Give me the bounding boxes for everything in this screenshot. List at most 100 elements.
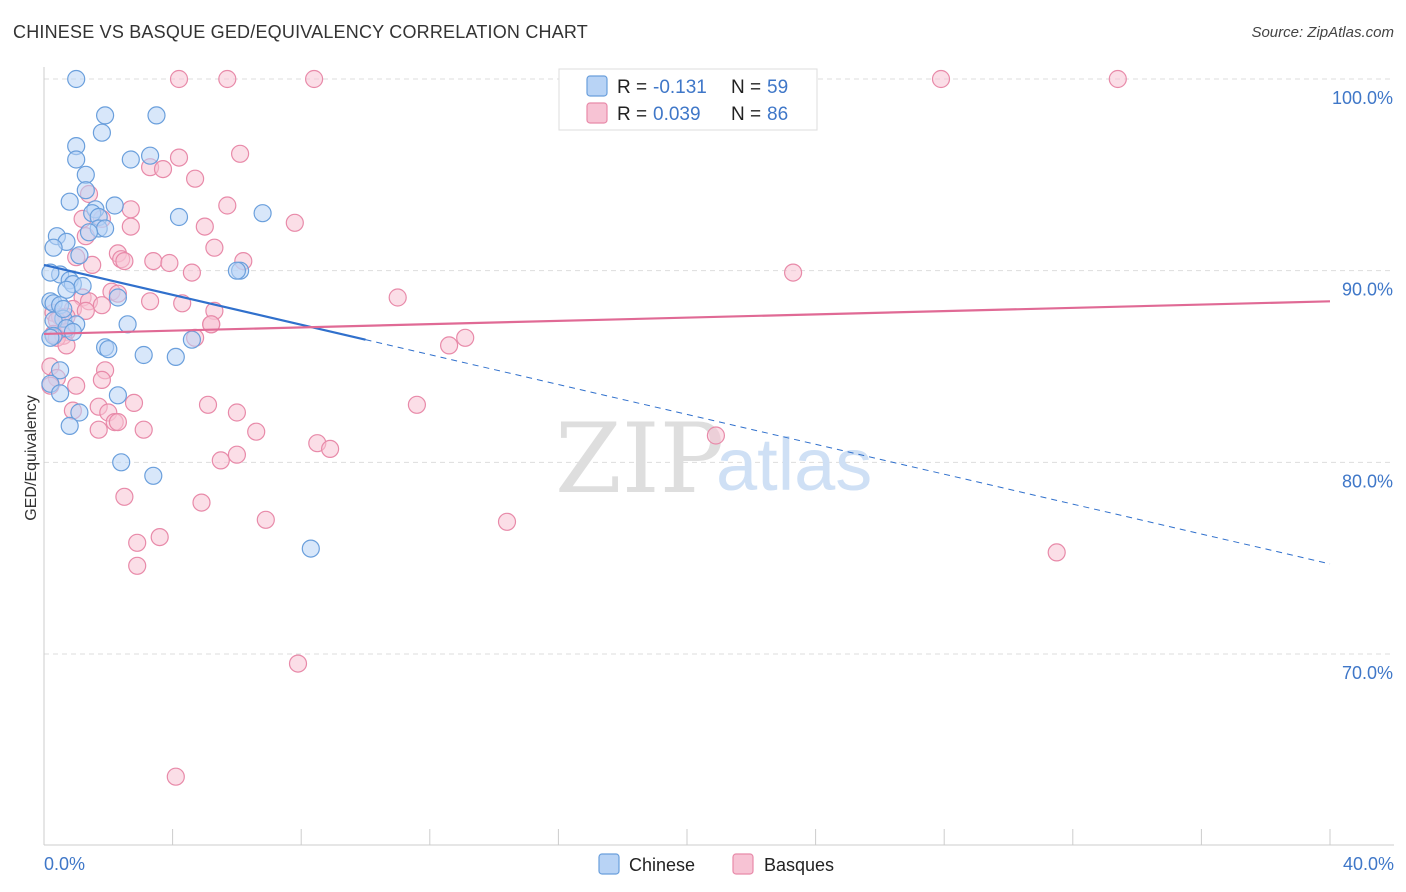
point-basques-9 — [186, 169, 205, 188]
point-basques-4 — [1108, 69, 1127, 89]
point-basques-81 — [497, 512, 517, 531]
point-chinese-2 — [147, 106, 166, 125]
point-basques-36 — [388, 288, 407, 307]
legend-bottom-swatch-chinese — [598, 853, 620, 875]
point-chinese-3 — [92, 123, 112, 142]
point-chinese-7 — [67, 150, 86, 169]
point-basques-86 — [288, 654, 308, 673]
y-tick-label-70: 70.0% — [1342, 663, 1393, 683]
series-chinese-points — [41, 69, 320, 558]
point-chinese-34 — [108, 288, 128, 307]
point-basques-82 — [150, 527, 169, 547]
point-chinese-55 — [112, 453, 131, 472]
point-basques-3 — [931, 69, 951, 89]
point-basques-17 — [195, 217, 214, 236]
gridlines — [44, 78, 1394, 655]
legend-n-value-chinese: 59 — [767, 77, 788, 98]
y-tick-label-90: 90.0% — [1342, 280, 1393, 300]
y-tick-label-100: 100.0% — [1332, 88, 1393, 108]
point-chinese-30 — [73, 276, 92, 296]
point-basques-27 — [83, 255, 102, 274]
point-basques-63 — [407, 395, 426, 414]
point-basques-71 — [134, 420, 153, 439]
point-chinese-56 — [144, 466, 163, 485]
trend-line-basques — [43, 300, 1331, 336]
point-basques-25 — [144, 252, 163, 271]
point-basques-67 — [227, 403, 246, 422]
point-chinese-39 — [118, 315, 137, 334]
point-basques-29 — [783, 263, 803, 282]
point-chinese-22 — [44, 238, 63, 257]
point-chinese-18 — [95, 219, 115, 238]
point-chinese-10 — [60, 192, 79, 211]
point-basques-8 — [153, 160, 173, 179]
legend-bottom-swatch-basques — [732, 853, 754, 875]
watermark-zip: ZIP — [555, 403, 724, 515]
point-basques-19 — [205, 238, 224, 257]
point-basques-54 — [456, 328, 475, 347]
point-chinese-53 — [70, 403, 89, 422]
point-basques-1 — [218, 69, 237, 89]
point-basques-34 — [141, 292, 160, 311]
point-chinese-1 — [95, 106, 115, 125]
point-basques-72 — [247, 422, 266, 441]
legend-r-value-basques: 0.039 — [653, 104, 701, 125]
point-basques-80 — [256, 510, 275, 529]
point-basques-79 — [192, 493, 211, 512]
point-chinese-31 — [57, 280, 76, 299]
point-basques-77 — [211, 451, 230, 470]
point-chinese-48 — [182, 330, 201, 349]
point-basques-53 — [440, 336, 459, 355]
legend-r-label-chinese: R = — [617, 77, 647, 98]
point-chinese-45 — [99, 340, 118, 359]
series-legend: Chinese Basques — [598, 853, 834, 875]
point-chinese-57 — [301, 539, 320, 558]
trend-line-chinese-extrapolated — [365, 339, 1331, 565]
point-chinese-0 — [67, 69, 86, 89]
point-chinese-58 — [54, 299, 73, 319]
chart-title: CHINESE VS BASQUE GED/EQUIVALENCY CORREL… — [13, 22, 588, 42]
point-basques-70 — [89, 420, 108, 439]
point-chinese-23 — [70, 246, 89, 265]
point-chinese-19 — [79, 223, 99, 242]
watermark-atlas: atlas — [716, 423, 872, 506]
point-basques-12 — [121, 200, 140, 219]
point-chinese-6 — [121, 150, 140, 169]
point-chinese-43 — [41, 328, 60, 347]
point-basques-2 — [305, 69, 324, 89]
legend-r-label-basques: R = — [617, 104, 647, 125]
x-tick-label-min: 0.0% — [44, 854, 85, 874]
x-tick-label-max: 40.0% — [1343, 854, 1394, 874]
axes — [43, 67, 1394, 846]
y-tick-labels: 70.0% 80.0% 90.0% 100.0% — [1332, 88, 1393, 683]
point-basques-5 — [231, 144, 250, 163]
point-basques-6 — [169, 148, 189, 167]
point-basques-15 — [285, 213, 304, 232]
y-tick-label-80: 80.0% — [1342, 471, 1393, 491]
point-basques-37 — [92, 296, 112, 315]
point-chinese-8 — [76, 165, 95, 184]
point-basques-58 — [92, 370, 112, 389]
point-basques-76 — [227, 445, 246, 464]
point-basques-0 — [169, 69, 189, 89]
point-basques-23 — [115, 252, 134, 271]
legend-bottom-label-chinese: Chinese — [629, 855, 695, 875]
point-chinese-5 — [141, 146, 160, 165]
point-chinese-25 — [227, 261, 246, 280]
point-basques-73 — [706, 426, 726, 445]
point-basques-28 — [182, 263, 201, 282]
legend-n-value-basques: 86 — [767, 104, 788, 125]
point-basques-85 — [128, 556, 147, 575]
y-axis-title: GED/Equivalency — [23, 395, 40, 520]
point-basques-11 — [218, 196, 237, 215]
legend-n-label-basques: N = — [731, 104, 761, 125]
point-chinese-51 — [108, 386, 128, 405]
trend-lines — [43, 263, 1331, 565]
point-basques-84 — [1047, 543, 1066, 562]
legend-bottom-label-basques: Basques — [764, 855, 834, 875]
point-basques-60 — [67, 376, 86, 395]
point-basques-61 — [124, 393, 144, 412]
point-basques-26 — [160, 253, 179, 273]
point-basques-75 — [321, 439, 340, 458]
point-chinese-16 — [253, 204, 272, 223]
